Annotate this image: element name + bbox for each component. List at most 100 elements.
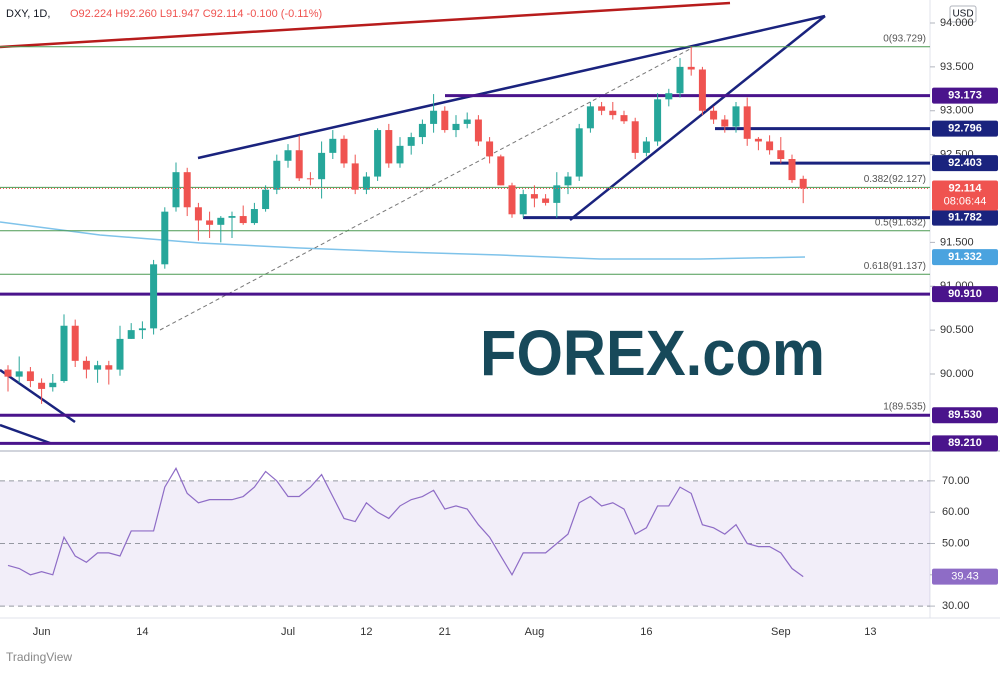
candle-body bbox=[642, 141, 650, 153]
level-tag bbox=[932, 120, 998, 137]
candle-body bbox=[150, 264, 158, 329]
candle-body bbox=[82, 360, 90, 370]
y-tick-label: 50.00 bbox=[942, 537, 970, 549]
x-tick-label: Jul bbox=[281, 626, 295, 638]
candle-body bbox=[407, 137, 415, 146]
trend-line bbox=[0, 368, 76, 424]
trend-line bbox=[197, 14, 826, 160]
level-label: 91.782 bbox=[948, 212, 982, 224]
candle-body bbox=[542, 198, 550, 203]
candle-body bbox=[676, 66, 684, 94]
candle-body bbox=[474, 119, 482, 142]
candle-body bbox=[598, 106, 606, 111]
trend-line bbox=[569, 15, 826, 221]
candle-body bbox=[620, 115, 628, 122]
y-tick-label: 90.000 bbox=[940, 368, 974, 380]
candle-body bbox=[250, 209, 258, 224]
candle-body bbox=[183, 172, 191, 208]
candle-body bbox=[105, 365, 113, 370]
y-tick-label: 90.500 bbox=[940, 324, 974, 336]
x-tick-label: Jun bbox=[33, 626, 51, 638]
candle-body bbox=[4, 369, 12, 377]
ohlc-legend: O92.224 H92.260 L91.947 C92.114 -0.100 (… bbox=[70, 8, 322, 20]
candle-body bbox=[306, 178, 314, 180]
candle-body bbox=[362, 176, 370, 190]
candle-body bbox=[586, 106, 594, 129]
x-tick-label: 13 bbox=[864, 626, 876, 638]
candle-body bbox=[385, 130, 393, 164]
fib-label: 1(89.535) bbox=[883, 401, 926, 412]
rsi-tag bbox=[932, 568, 998, 585]
moving-average bbox=[0, 221, 806, 260]
candle-body bbox=[71, 325, 79, 361]
candle-body bbox=[116, 338, 124, 370]
rsi-line bbox=[7, 467, 804, 578]
candle-body bbox=[564, 176, 572, 186]
candle-body bbox=[519, 194, 527, 215]
candle-body bbox=[60, 325, 68, 382]
last-price-tag bbox=[932, 180, 998, 211]
candle-body bbox=[766, 141, 774, 151]
candle-body bbox=[374, 130, 382, 177]
candle-body bbox=[743, 106, 751, 139]
level-tag bbox=[932, 435, 998, 452]
y-tick-label: 93.500 bbox=[940, 61, 974, 73]
candle-body bbox=[687, 66, 695, 70]
symbol-title: DXY, 1D, bbox=[6, 8, 50, 20]
candle-body bbox=[127, 330, 135, 339]
candle-body bbox=[530, 194, 538, 199]
fib-trend-line bbox=[159, 47, 693, 331]
candle-body bbox=[441, 110, 449, 131]
level-label: 89.210 bbox=[948, 437, 982, 449]
currency-label: USD bbox=[952, 9, 973, 20]
ma-label: 91.332 bbox=[948, 251, 982, 263]
y-tick-label: 30.00 bbox=[942, 600, 970, 612]
trend-line bbox=[0, 1, 731, 49]
candle-body bbox=[329, 138, 337, 153]
candle-body bbox=[497, 156, 505, 186]
candle-body bbox=[665, 93, 673, 100]
fib-label: 0.618(91.137) bbox=[864, 261, 926, 272]
level-label: 93.173 bbox=[948, 89, 982, 101]
candle-body bbox=[710, 110, 718, 120]
candle-body bbox=[486, 141, 494, 157]
candle-body bbox=[418, 123, 426, 138]
candle-body bbox=[340, 138, 348, 164]
trend-line bbox=[0, 423, 51, 445]
candle-body bbox=[754, 138, 762, 142]
rsi-label: 39.43 bbox=[951, 570, 979, 582]
candle-body bbox=[788, 159, 796, 181]
candle-body bbox=[654, 99, 662, 142]
candle-body bbox=[295, 150, 303, 179]
candle-body bbox=[631, 121, 639, 153]
candle-body bbox=[94, 365, 102, 370]
candle-body bbox=[262, 189, 270, 210]
candle-body bbox=[452, 123, 460, 131]
candle-body bbox=[172, 172, 180, 208]
countdown: 08:06:44 bbox=[944, 195, 987, 207]
level-label: 92.403 bbox=[948, 157, 982, 169]
candle-body bbox=[721, 119, 729, 127]
candle-body bbox=[194, 207, 202, 221]
candle-body bbox=[161, 211, 169, 265]
candle-body bbox=[284, 150, 292, 161]
level-tag bbox=[932, 155, 998, 172]
candle-body bbox=[396, 145, 404, 164]
candle-body bbox=[206, 220, 214, 225]
candle-body bbox=[273, 160, 281, 190]
x-tick-label: Aug bbox=[525, 626, 545, 638]
currency-box bbox=[949, 5, 977, 23]
y-tick-label: 91.500 bbox=[940, 236, 974, 248]
level-tag bbox=[932, 209, 998, 226]
last-price-label: 92.114 bbox=[948, 182, 982, 194]
fib-label: 0.5(91.632) bbox=[875, 217, 926, 228]
y-tick-label: 60.00 bbox=[942, 506, 970, 518]
candle-body bbox=[799, 178, 807, 189]
y-tick-label: 94.000 bbox=[940, 17, 974, 29]
candle-body bbox=[777, 150, 785, 160]
ma-tag bbox=[932, 249, 998, 266]
x-tick-label: 16 bbox=[640, 626, 652, 638]
candle-body bbox=[138, 328, 146, 331]
y-tick-label: 70.00 bbox=[942, 475, 970, 487]
level-label: 89.530 bbox=[948, 409, 982, 421]
